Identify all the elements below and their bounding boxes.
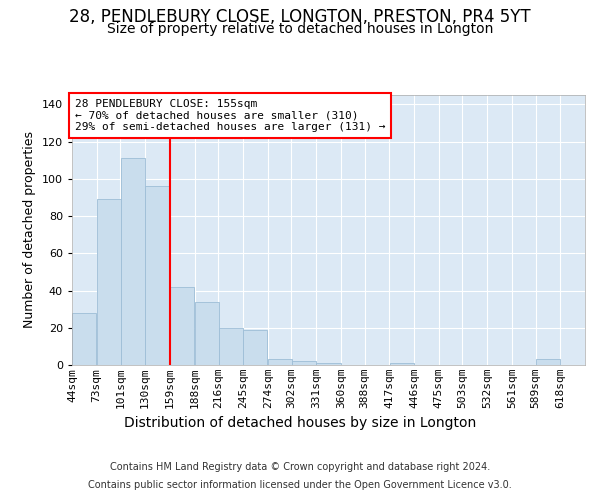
Text: 28, PENDLEBURY CLOSE, LONGTON, PRESTON, PR4 5YT: 28, PENDLEBURY CLOSE, LONGTON, PRESTON, … [69, 8, 531, 26]
Bar [536, 360, 560, 365]
Bar [97, 200, 121, 365]
Bar [292, 362, 316, 365]
Bar [195, 302, 219, 365]
Bar [268, 360, 292, 365]
Text: Size of property relative to detached houses in Longton: Size of property relative to detached ho… [107, 22, 493, 36]
Bar [389, 363, 414, 365]
Bar [316, 363, 341, 365]
Bar [72, 313, 97, 365]
Bar [243, 330, 268, 365]
Text: Distribution of detached houses by size in Longton: Distribution of detached houses by size … [124, 416, 476, 430]
Bar [145, 186, 170, 365]
Text: Contains HM Land Registry data © Crown copyright and database right 2024.: Contains HM Land Registry data © Crown c… [110, 462, 490, 472]
Bar [170, 287, 194, 365]
Text: 28 PENDLEBURY CLOSE: 155sqm
← 70% of detached houses are smaller (310)
29% of se: 28 PENDLEBURY CLOSE: 155sqm ← 70% of det… [74, 99, 385, 132]
Bar [218, 328, 243, 365]
Y-axis label: Number of detached properties: Number of detached properties [23, 132, 36, 328]
Text: Contains public sector information licensed under the Open Government Licence v3: Contains public sector information licen… [88, 480, 512, 490]
Bar [121, 158, 145, 365]
